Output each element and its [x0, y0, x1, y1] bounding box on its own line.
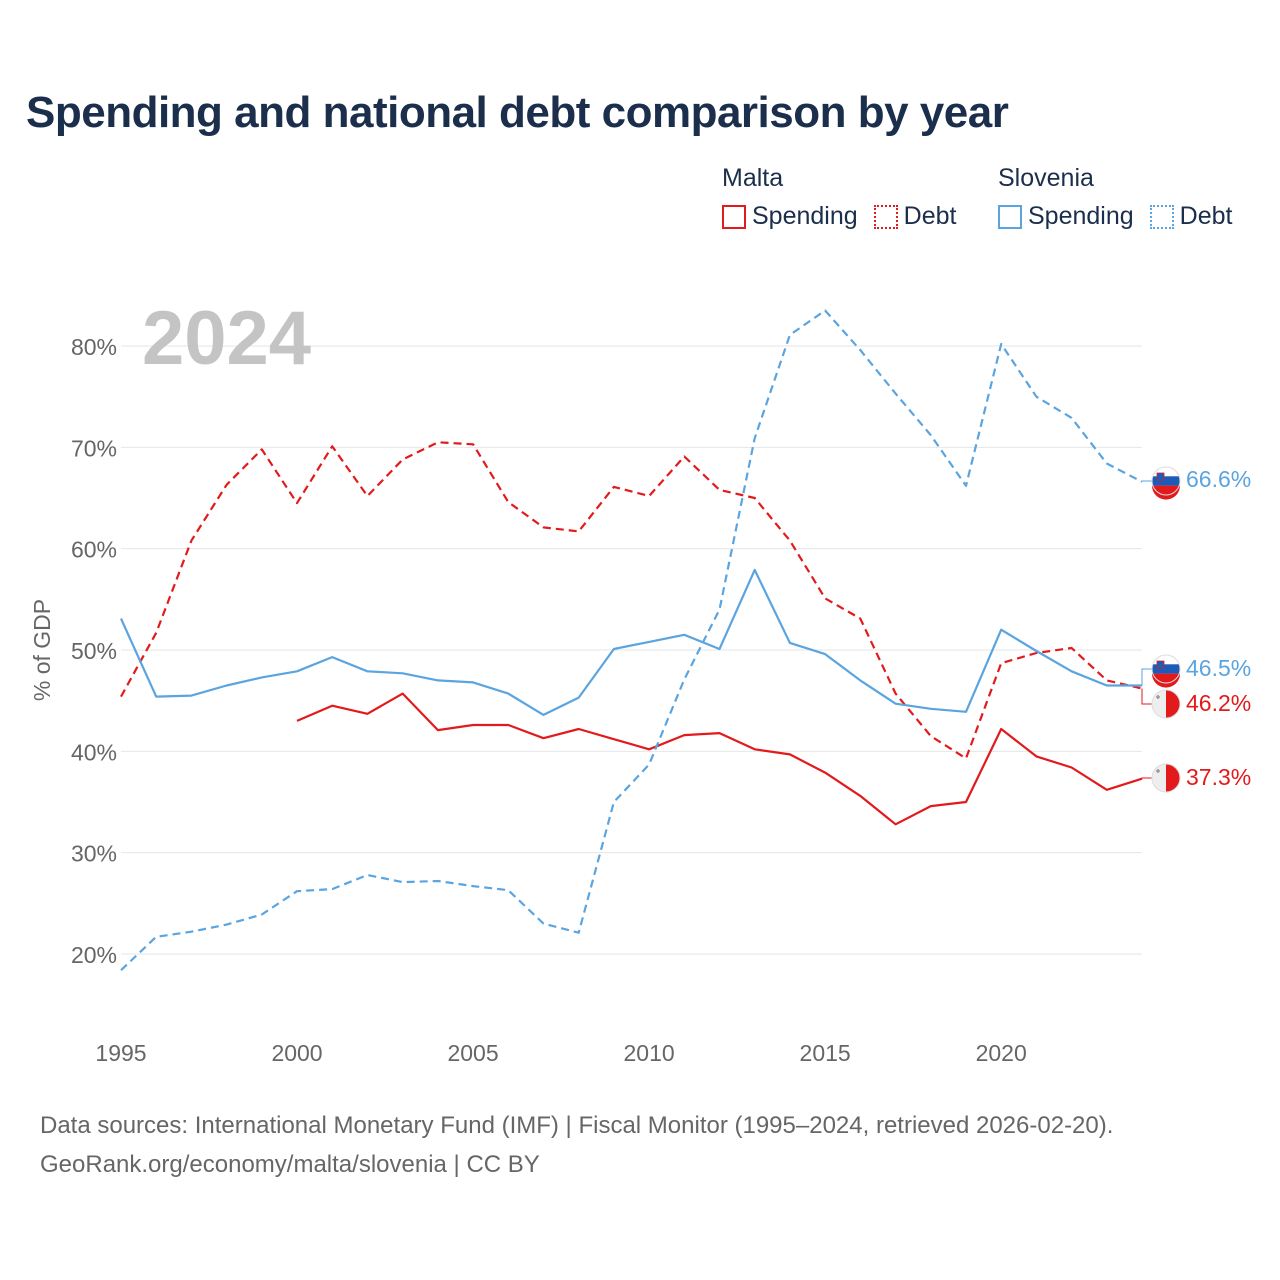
legend-slovenia-debt-label: Debt — [1179, 202, 1233, 230]
legend-malta-debt-label: Debt — [903, 202, 957, 230]
legend-malta-debt[interactable]: Debt — [873, 202, 957, 231]
leader-line — [1141, 480, 1152, 482]
leader-line — [1141, 668, 1152, 686]
chart-title: Spending and national debt comparison by… — [26, 88, 1009, 137]
legend-swatch-solid-icon — [722, 204, 746, 229]
legend-slovenia-spending[interactable]: Spending — [998, 202, 1134, 231]
legend-slovenia-debt[interactable]: Debt — [1149, 202, 1233, 231]
series-line-malta-spending[interactable] — [296, 692, 1143, 826]
legend-swatch-solid-icon — [998, 204, 1022, 229]
legend-swatch-dotted-icon — [873, 204, 898, 229]
series-line-slovenia-debt[interactable] — [120, 309, 1143, 971]
legend-malta-spending[interactable]: Spending — [722, 202, 858, 231]
source-line-1: Data sources: International Monetary Fun… — [40, 1112, 1114, 1139]
end-label-slovenia-debt: 66.6% — [1186, 466, 1251, 492]
x-tick-label: 2000 — [271, 1040, 322, 1066]
series-line-malta-debt[interactable] — [120, 441, 1143, 760]
slovenia-flag-icon — [1151, 654, 1181, 688]
leader-line — [1141, 777, 1152, 779]
x-tick-label: 2015 — [800, 1040, 851, 1066]
x-tick-label: 2020 — [976, 1040, 1027, 1066]
y-tick-label: 60% — [71, 537, 117, 563]
legend-malta-name: Malta — [722, 164, 784, 192]
year-watermark: 2024 — [142, 296, 311, 381]
legend-malta: Malta Spending Debt — [722, 162, 972, 231]
y-tick-label: 50% — [71, 638, 117, 664]
series-line-slovenia-spending[interactable] — [119, 568, 1142, 717]
y-tick-label: 70% — [71, 435, 117, 461]
slovenia-flag-icon — [1151, 466, 1181, 500]
malta-flag-icon — [1151, 763, 1181, 793]
legend-malta-spending-label: Spending — [752, 202, 858, 230]
x-tick-label: 2010 — [624, 1040, 675, 1066]
x-tick-label: 1995 — [95, 1040, 146, 1066]
source-line-2[interactable]: GeoRank.org/economy/malta/slovenia | CC … — [40, 1151, 540, 1178]
legend-swatch-dotted-icon — [1149, 204, 1174, 229]
end-label-slovenia-spending: 46.5% — [1186, 655, 1251, 681]
leader-line — [1141, 688, 1152, 705]
legend-slovenia-name: Slovenia — [998, 164, 1094, 192]
y-tick-label: 80% — [71, 334, 117, 360]
end-label-malta-debt: 46.2% — [1186, 690, 1251, 716]
malta-flag-icon — [1151, 689, 1181, 719]
y-tick-label: 30% — [71, 841, 117, 867]
legend-slovenia: Slovenia Spending Debt — [998, 162, 1248, 231]
x-tick-label: 2005 — [447, 1040, 498, 1066]
legend-slovenia-spending-label: Spending — [1028, 202, 1134, 230]
y-tick-label: 20% — [71, 942, 117, 968]
y-tick-label: 40% — [71, 739, 117, 765]
end-label-malta-spending: 37.3% — [1186, 764, 1251, 790]
source-note: Data sources: International Monetary Fun… — [40, 1106, 1113, 1184]
y-axis-label: % of GDP — [29, 599, 55, 701]
